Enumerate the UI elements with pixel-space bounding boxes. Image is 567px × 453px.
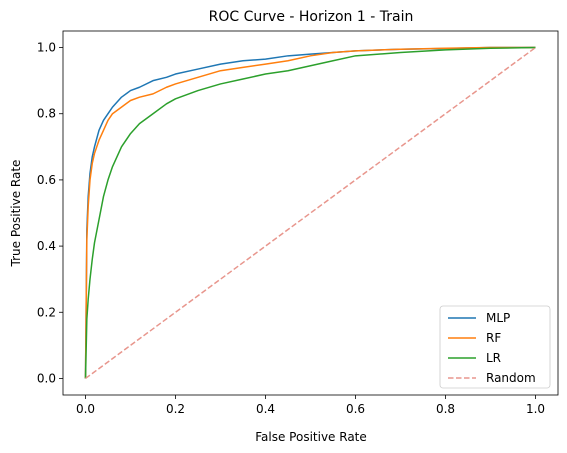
legend: MLP RF LR Random	[439, 305, 551, 389]
y-tick-label: 1.0	[37, 41, 56, 55]
series-line-rf	[84, 46, 536, 379]
y-tick-label: 0.8	[37, 107, 56, 121]
x-tick-label: 0.6	[346, 402, 365, 416]
chart-title: ROC Curve - Horizon 1 - Train	[209, 9, 414, 25]
x-axis: 0.0 0.2 0.4 0.6 0.8 1.0	[76, 395, 545, 416]
x-tick-label: 0.2	[166, 402, 185, 416]
plot-area	[84, 46, 536, 380]
plot-frame	[62, 30, 559, 396]
legend-box	[439, 305, 551, 389]
x-axis-label: False Positive Rate	[255, 430, 367, 444]
y-axis-label: True Positive Rate	[9, 160, 23, 268]
series-line-random	[85, 46, 536, 380]
legend-label-random: Random	[486, 371, 536, 385]
y-tick-label: 0.4	[37, 239, 56, 253]
y-axis: 0.0 0.2 0.4 0.6 0.8 1.0	[37, 41, 63, 385]
x-tick-label: 1.0	[526, 402, 545, 416]
x-tick-label: 0.0	[76, 402, 95, 416]
legend-label-mlp: MLP	[486, 311, 510, 325]
y-tick-label: 0.0	[37, 371, 56, 385]
y-tick-label: 0.2	[37, 305, 56, 319]
x-tick-label: 0.8	[436, 402, 455, 416]
y-tick-label: 0.6	[37, 173, 56, 187]
x-tick-label: 0.4	[256, 402, 275, 416]
series-line-lr	[84, 46, 536, 379]
legend-label-rf: RF	[486, 331, 501, 345]
legend-label-lr: LR	[486, 351, 501, 365]
